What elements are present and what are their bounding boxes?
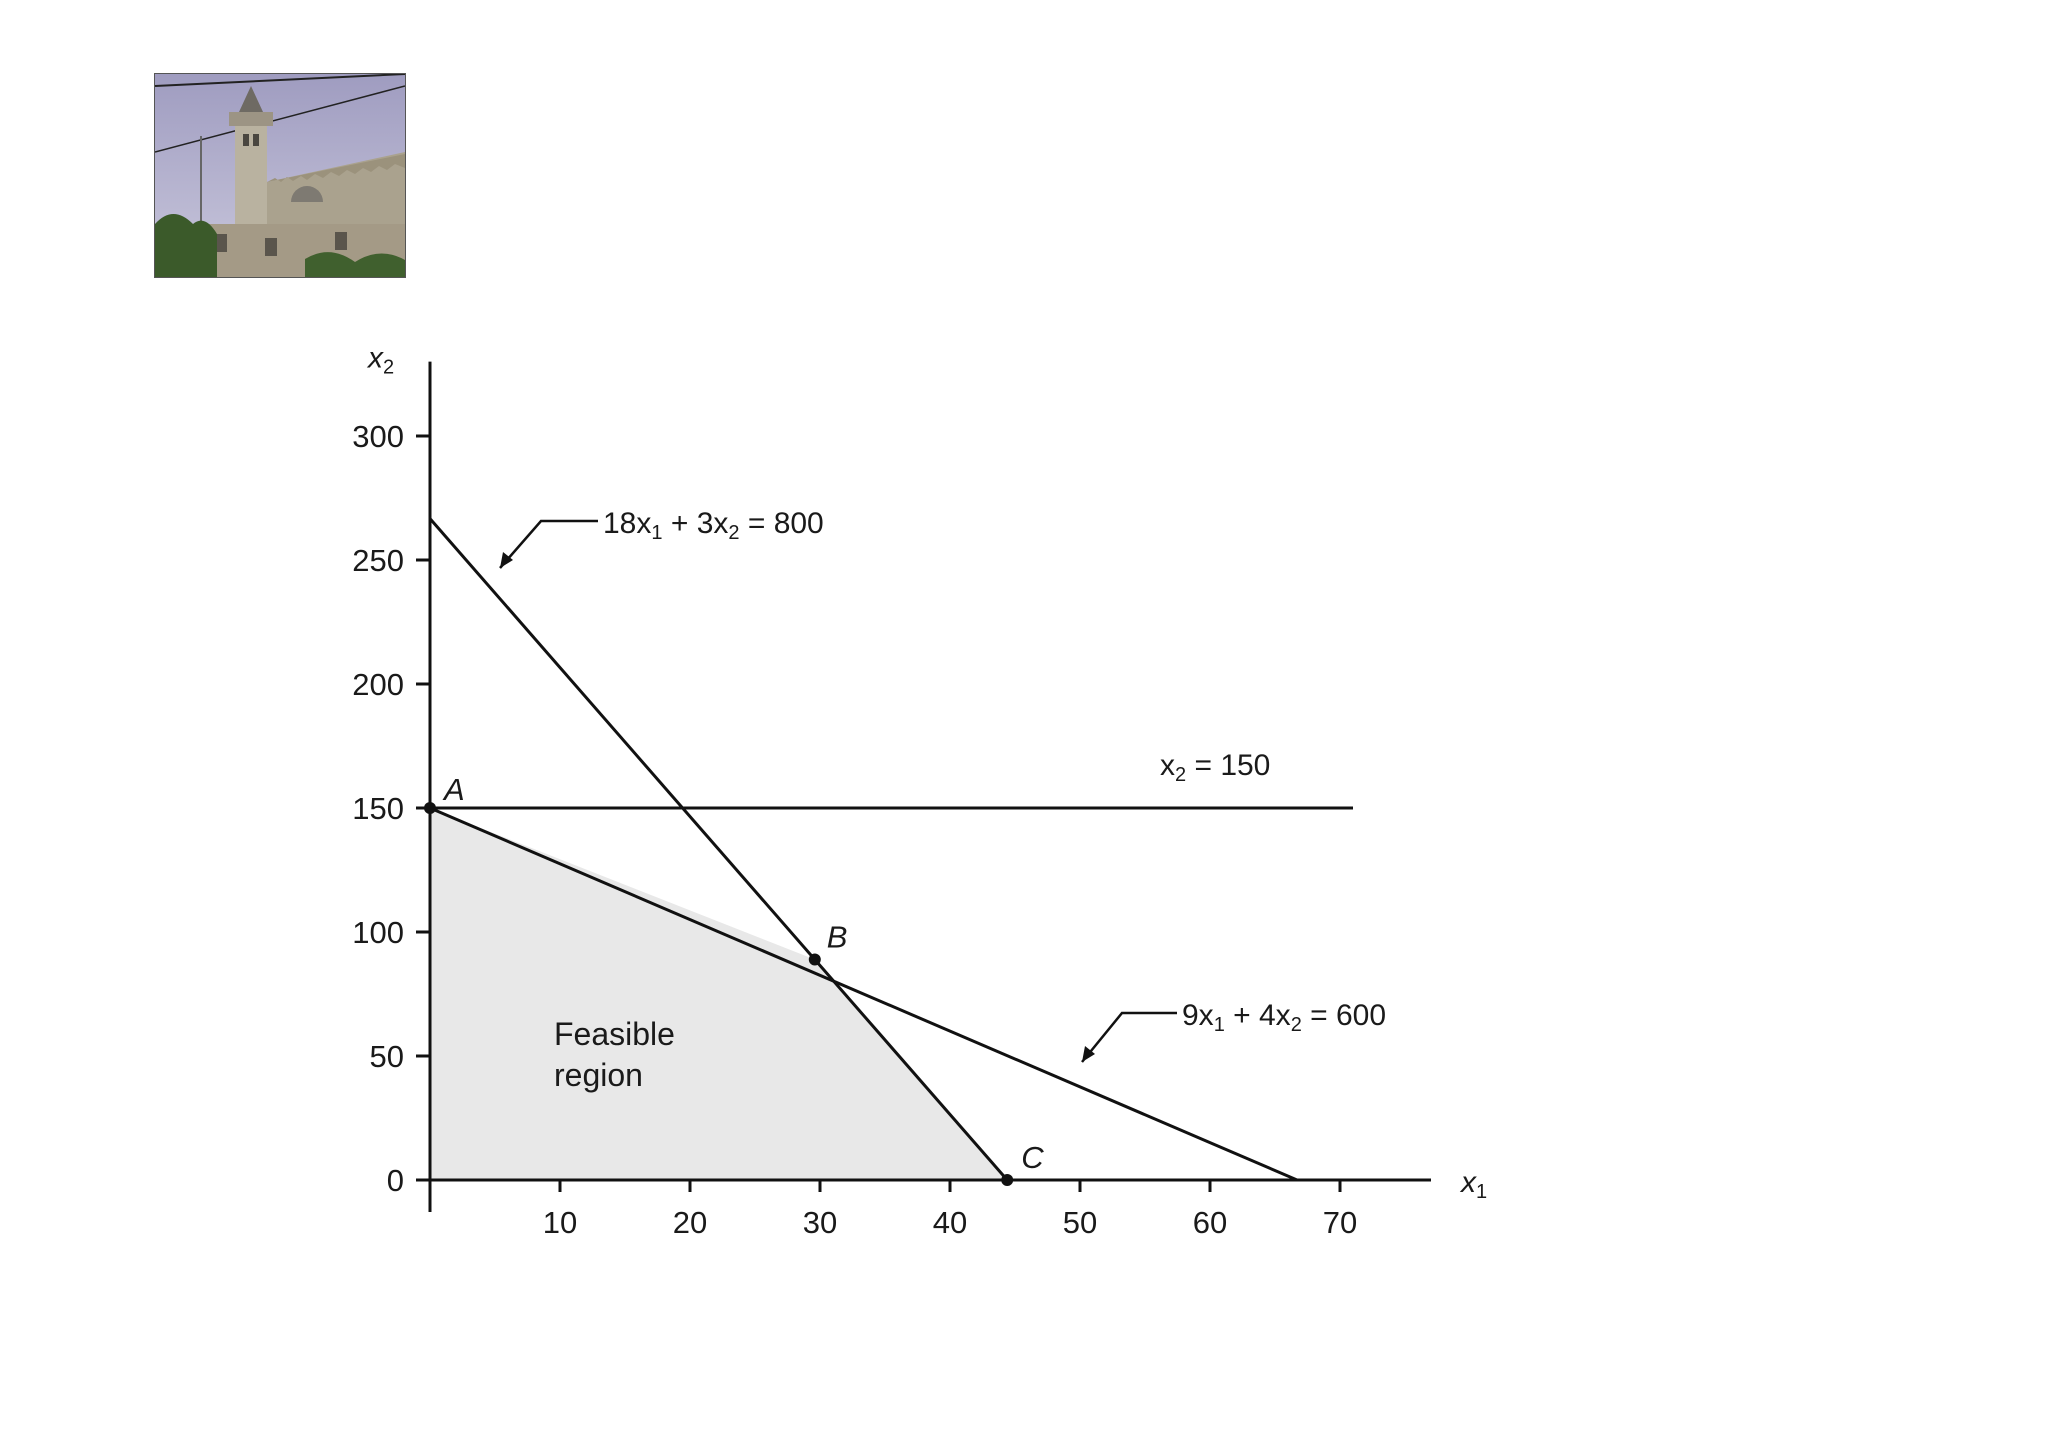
x-tick-label: 30 [803,1205,837,1240]
equation-labels: 18x1 + 3x2 = 800 9x1 + 4x2 = 600 x2 = 150 [499,507,1386,1063]
vertex-label-b: B [827,920,848,955]
x-tick-label: 50 [1063,1205,1097,1240]
vertex-markers: A B C [424,772,1044,1186]
y-ticks: 0 50 100 150 200 250 300 [352,419,430,1198]
feasible-region-label: Feasible region [554,1016,684,1093]
label-9x1-4x2: 9x1 + 4x2 = 600 [1182,999,1386,1036]
hebron-mosque-photo-icon [155,74,405,277]
x-tick-label: 70 [1323,1205,1357,1240]
y-tick-label: 0 [387,1163,404,1198]
vertex-point-a [424,802,436,814]
label-x2-150: x2 = 150 [1160,749,1270,786]
y-axis-label: x2 [366,342,394,379]
y-tick-label: 300 [352,419,404,454]
vertex-point-c [1001,1174,1014,1186]
x-tick-label: 60 [1193,1205,1227,1240]
x-ticks: 10 20 30 40 50 60 70 [543,1180,1357,1240]
x-tick-label: 10 [543,1205,577,1240]
mosque-photo [154,73,406,278]
constraint-line-18x1-3x2 [428,517,1009,1181]
vertex-label-c: C [1021,1140,1044,1175]
vertex-label-a: A [442,772,465,807]
x-tick-label: 40 [933,1205,967,1240]
vertex-point-b [808,953,821,966]
y-tick-label: 50 [370,1039,404,1074]
x-axis-label: x1 [1459,1166,1487,1203]
y-tick-label: 100 [352,915,404,950]
constraint-lines [428,517,1353,1182]
arrowhead-icon [1082,1046,1095,1062]
label-18x1-3x2: 18x1 + 3x2 = 800 [603,507,824,544]
x-tick-label: 20 [673,1205,707,1240]
y-tick-label: 250 [352,543,404,578]
y-tick-label: 200 [352,667,404,702]
constraint-line-9x1-4x2 [429,806,1298,1182]
feasible-region [430,808,1008,1180]
leader-arrow-18x1-3x2 [499,519,598,569]
leader-arrow-9x1-4x2 [1081,1011,1177,1063]
y-tick-label: 150 [352,791,404,826]
arrowhead-icon [500,552,513,568]
